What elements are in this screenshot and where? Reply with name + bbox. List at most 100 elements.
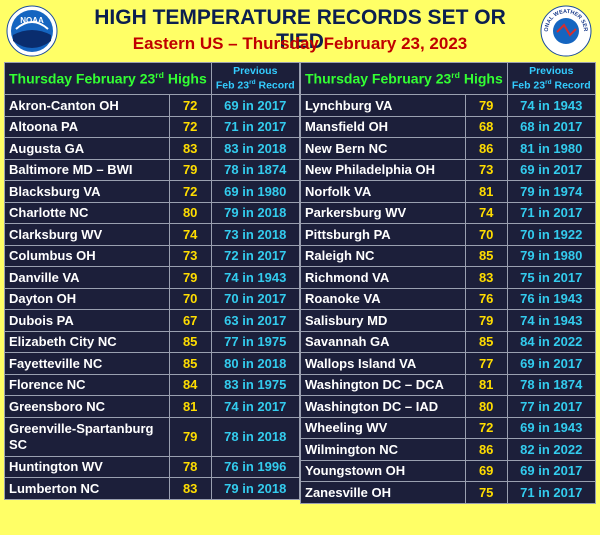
- high-temp: 67: [168, 309, 212, 332]
- city: Blacksburg VA: [4, 180, 170, 203]
- record-row: Dubois PA 67 63 in 2017: [4, 309, 300, 332]
- previous-record: 82 in 2022: [506, 438, 596, 461]
- record-row: Roanoke VA 76 76 in 1943: [300, 287, 596, 310]
- high-temp: 81: [464, 180, 508, 203]
- city: Augusta GA: [4, 137, 170, 160]
- record-row: Elizabeth City NC 85 77 in 1975: [4, 330, 300, 353]
- city: Salisbury MD: [300, 309, 466, 332]
- previous-record: 81 in 1980: [506, 137, 596, 160]
- city: Norfolk VA: [300, 180, 466, 203]
- previous-record: 79 in 2018: [210, 201, 300, 224]
- record-row: Salisbury MD 79 74 in 1943: [300, 309, 596, 332]
- city: Baltimore MD – BWI: [4, 158, 170, 181]
- high-temp: 74: [168, 223, 212, 246]
- record-row: Greensboro NC 81 74 in 2017: [4, 395, 300, 418]
- header-sup: rd: [155, 70, 164, 81]
- record-row: Charlotte NC 80 79 in 2018: [4, 201, 300, 224]
- high-temp: 70: [168, 287, 212, 310]
- city: Dubois PA: [4, 309, 170, 332]
- record-row: Lynchburg VA 79 74 in 1943: [300, 94, 596, 117]
- previous-record: 74 in 2017: [210, 395, 300, 418]
- header-sup: rd: [249, 79, 256, 87]
- record-row: Clarksburg WV 74 73 in 2018: [4, 223, 300, 246]
- previous-record: 83 in 1975: [210, 373, 300, 396]
- records-table: Thursday February 23rd Highs Previous Feb …: [4, 62, 300, 500]
- city: Savannah GA: [300, 330, 466, 353]
- city: New Philadelphia OH: [300, 158, 466, 181]
- high-temp: 76: [464, 287, 508, 310]
- previous-record: 71 in 2017: [506, 201, 596, 224]
- record-row: Raleigh NC 85 79 in 1980: [300, 244, 596, 267]
- previous-record: 70 in 1922: [506, 223, 596, 246]
- record-row: Wallops Island VA 77 69 in 2017: [300, 352, 596, 375]
- high-temp: 81: [464, 373, 508, 396]
- high-temp: 72: [168, 180, 212, 203]
- record-row: Washington DC – DCA 81 78 in 1874: [300, 373, 596, 396]
- record-header: Previous Feb 23rd Record: [210, 62, 300, 95]
- header-text: Feb 23: [215, 79, 250, 92]
- city: Florence NC: [4, 373, 170, 396]
- city: Greensboro NC: [4, 395, 170, 418]
- city: Lumberton NC: [4, 477, 170, 500]
- city: Huntington WV: [4, 455, 170, 478]
- record-row: Richmond VA 83 75 in 2017: [300, 266, 596, 289]
- header-sup: rd: [545, 79, 552, 87]
- record-row: Dayton OH 70 70 in 2017: [4, 287, 300, 310]
- previous-record: 77 in 2017: [506, 395, 596, 418]
- record-row: Parkersburg WV 74 71 in 2017: [300, 201, 596, 224]
- city: Dayton OH: [4, 287, 170, 310]
- nws-logo: NATIONAL WEATHER SERVICE: [540, 5, 592, 57]
- previous-record: 69 in 2017: [506, 158, 596, 181]
- high-temp: 79: [464, 94, 508, 117]
- city: Youngstown OH: [300, 459, 466, 482]
- header-text: Highs: [459, 70, 503, 87]
- previous-record: 68 in 2017: [506, 115, 596, 138]
- city: Roanoke VA: [300, 287, 466, 310]
- previous-record: 71 in 2017: [210, 115, 300, 138]
- high-temp: 75: [464, 481, 508, 504]
- city: Wilmington NC: [300, 438, 466, 461]
- previous-record: 69 in 2017: [210, 94, 300, 117]
- header-text: Record: [255, 79, 295, 92]
- high-temp: 83: [168, 137, 212, 160]
- subtitle: Eastern US – Thursday February 23, 2023: [132, 34, 468, 53]
- city: Clarksburg WV: [4, 223, 170, 246]
- city: Columbus OH: [4, 244, 170, 267]
- record-row: Wilmington NC 86 82 in 2022: [300, 438, 596, 461]
- previous-record: 71 in 2017: [506, 481, 596, 504]
- header-text: Previous: [529, 65, 574, 78]
- record-row: Savannah GA 85 84 in 2022: [300, 330, 596, 353]
- record-row: Akron-Canton OH 72 69 in 2017: [4, 94, 300, 117]
- high-temp: 85: [168, 330, 212, 353]
- previous-record: 73 in 2018: [210, 223, 300, 246]
- high-temp: 70: [464, 223, 508, 246]
- city: Akron-Canton OH: [4, 94, 170, 117]
- header-text: Feb 23: [511, 79, 546, 92]
- previous-record: 79 in 2018: [210, 477, 300, 500]
- high-temp: 69: [464, 459, 508, 482]
- title: HIGH TEMPERATURE RECORDS SET OR TIED: [94, 6, 506, 53]
- high-temp: 81: [168, 395, 212, 418]
- record-row: Columbus OH 73 72 in 2017: [4, 244, 300, 267]
- city: Wallops Island VA: [300, 352, 466, 375]
- header-row: Thursday February 23rd Highs Previous Feb …: [300, 62, 596, 95]
- city: Richmond VA: [300, 266, 466, 289]
- city: Washington DC – DCA: [300, 373, 466, 396]
- high-temp: 84: [168, 373, 212, 396]
- previous-record: 84 in 2022: [506, 330, 596, 353]
- header-sup: rd: [451, 70, 460, 81]
- records-table: Thursday February 23rd Highs Previous Feb …: [300, 62, 596, 504]
- record-row: Fayetteville NC 85 80 in 2018: [4, 352, 300, 375]
- record-row: Danville VA 79 74 in 1943: [4, 266, 300, 289]
- high-temp: 80: [464, 395, 508, 418]
- previous-record: 69 in 2017: [506, 352, 596, 375]
- record-row: Wheeling WV 72 69 in 1943: [300, 416, 596, 439]
- high-temp: 79: [168, 416, 212, 457]
- header-text: Highs: [163, 70, 207, 87]
- high-temp: 73: [464, 158, 508, 181]
- record-row: Mansfield OH 68 68 in 2017: [300, 115, 596, 138]
- header-text: Thursday February 23: [305, 70, 452, 87]
- record-row: Florence NC 84 83 in 1975: [4, 373, 300, 396]
- previous-record: 74 in 1943: [506, 94, 596, 117]
